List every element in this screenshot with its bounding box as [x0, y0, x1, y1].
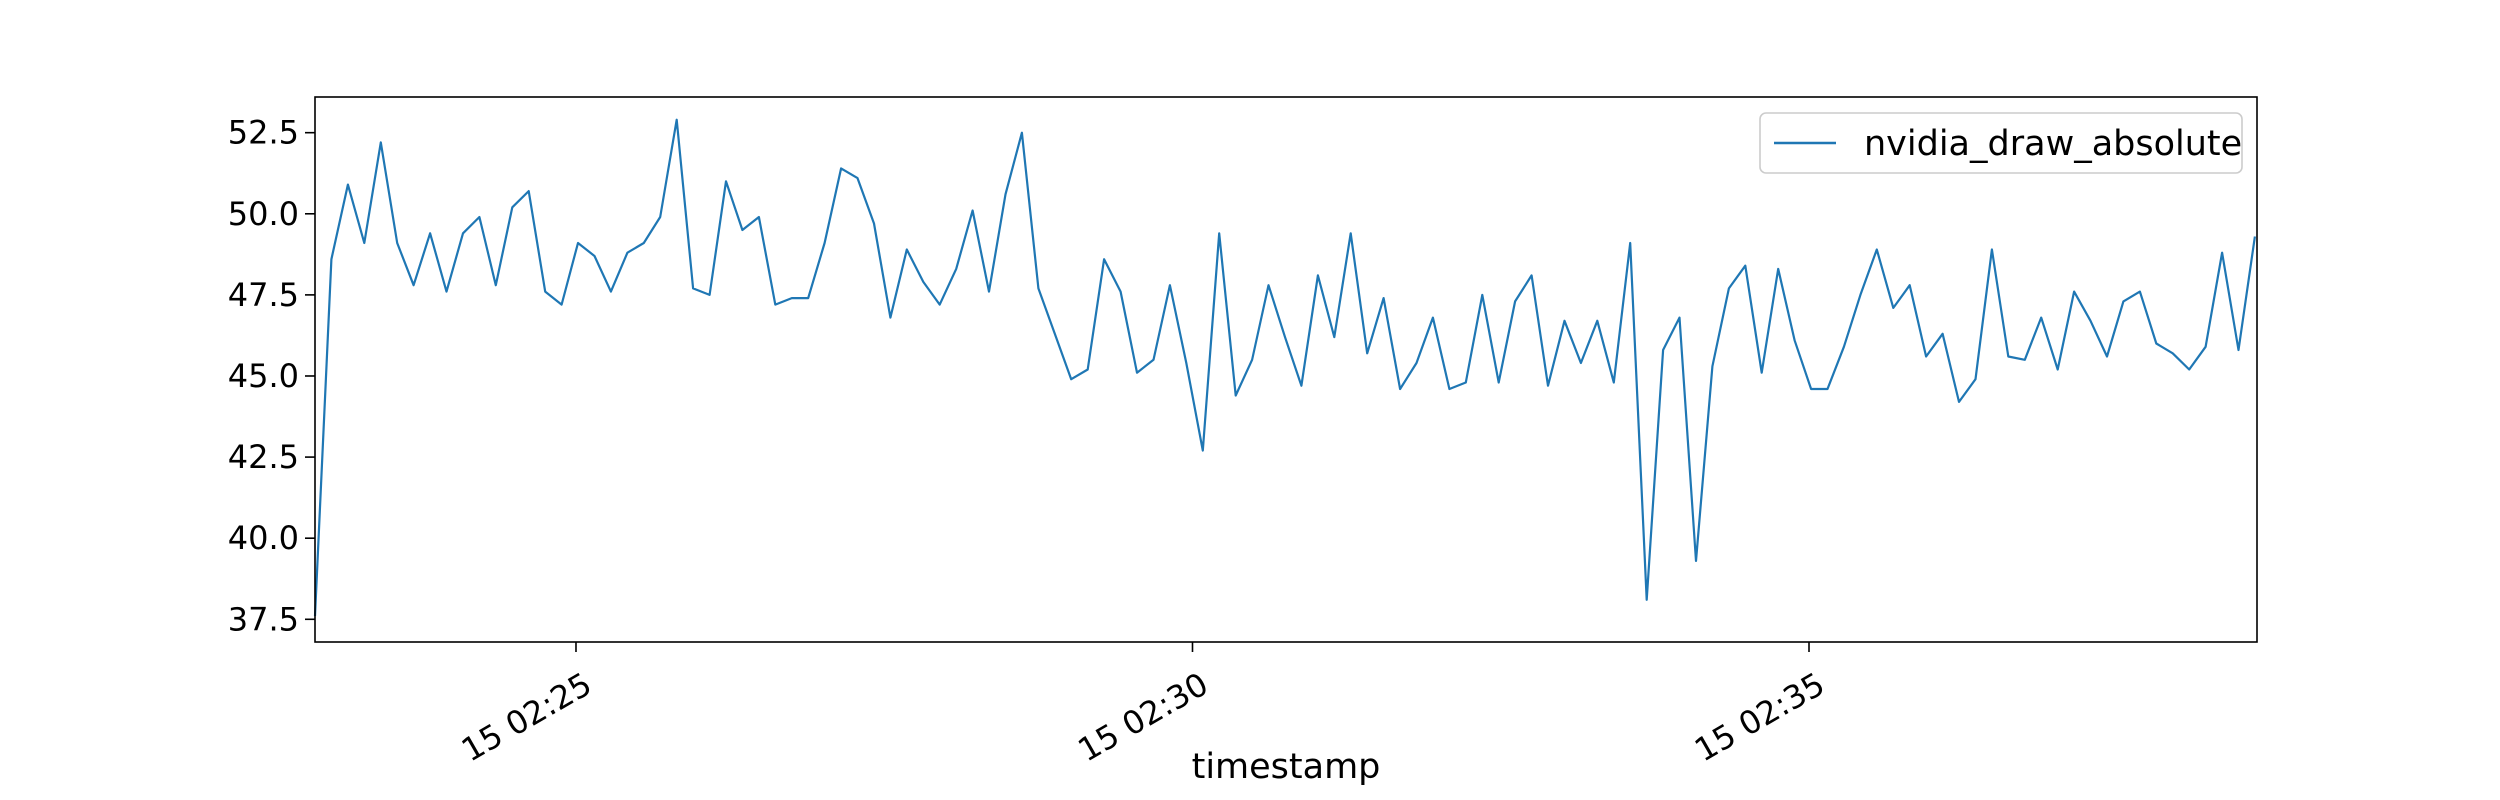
series-layer: [313, 118, 2256, 617]
x-axis-ticks: 15 02:25 15 02:30 15 02:35: [455, 642, 1831, 769]
y-tick-label: 40.0: [228, 519, 299, 557]
y-tick-label: 47.5: [228, 276, 299, 314]
x-tick-label: 15 02:35: [1688, 665, 1831, 769]
y-tick-label: 45.0: [228, 357, 299, 395]
y-tick-label: 50.0: [228, 195, 299, 233]
y-axis-ticks: 37.5 40.0 42.5 45.0 47.5 50.0 52.5: [228, 114, 315, 638]
plot-frame: [314, 96, 2258, 643]
legend-box: [1759, 112, 2243, 174]
y-tick-label: 37.5: [228, 600, 299, 638]
y-tick-label: 52.5: [228, 114, 299, 152]
legend-entry-nvidia-draw-absolute: nvidia_draw_absolute: [1864, 124, 2242, 164]
series-line: [313, 118, 2256, 617]
x-tick-label: 15 02:25: [455, 665, 598, 769]
legend: nvidia_draw_absolute: [1759, 112, 2243, 174]
x-axis-label: timestamp: [1192, 747, 1381, 787]
y-tick-label: 42.5: [228, 438, 299, 476]
